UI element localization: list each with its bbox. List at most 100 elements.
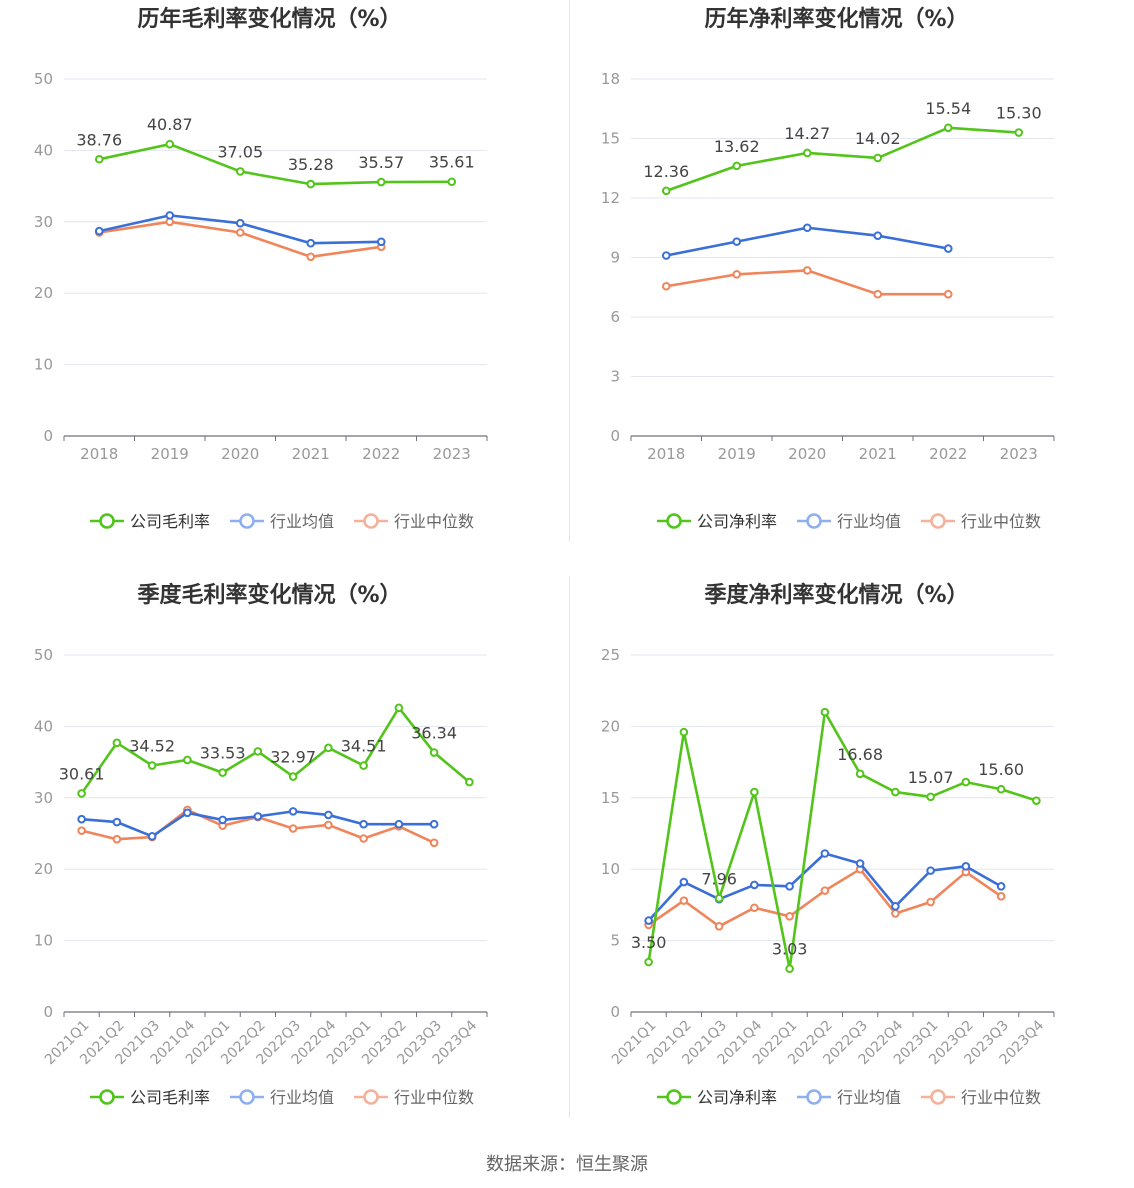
legend-label: 行业中位数 xyxy=(394,1088,474,1107)
legend-label: 行业中位数 xyxy=(961,1088,1041,1107)
y-tick-label: 12 xyxy=(601,189,620,207)
data-point-avg xyxy=(94,226,104,236)
x-tick-label: 2018 xyxy=(647,445,685,463)
data-point-median xyxy=(429,838,439,848)
legend-item-median[interactable]: 行业中位数 xyxy=(921,512,1041,531)
y-tick-label: 6 xyxy=(610,308,620,326)
data-point-company xyxy=(147,761,157,770)
y-tick-label: 10 xyxy=(34,356,53,374)
data-point-avg xyxy=(359,819,368,829)
data-point-avg xyxy=(376,237,386,247)
legend-item-median[interactable]: 行业中位数 xyxy=(921,1088,1041,1107)
y-tick-label: 30 xyxy=(34,213,53,231)
series-line-company xyxy=(80,706,471,795)
chart-title: 历年毛利率变化情况（%） xyxy=(137,6,401,32)
x-tick-label: 2018 xyxy=(80,445,118,463)
data-point-company xyxy=(750,787,759,797)
quarterly-gross-margin-chart: 季度毛利率变化情况（%） 0 10 20 30 40 50 2021Q1 2021Q2 2021Q… xyxy=(0,576,567,1152)
data-point-company xyxy=(732,161,742,171)
x-tick-label: 2021 xyxy=(859,445,897,463)
legend-label: 行业均值 xyxy=(837,512,901,531)
data-point-avg xyxy=(891,902,900,911)
y-tick-label: 18 xyxy=(601,70,620,88)
annual-net-margin-chart: 历年净利率变化情况（%） 0 3 6 9 12 15 18 2018 2019 2020 2021 20… xyxy=(567,0,1134,576)
data-point-median xyxy=(235,228,245,237)
data-point-avg xyxy=(644,916,653,925)
legend-item-avg[interactable]: 行业均值 xyxy=(797,512,901,531)
chart-svg: 历年毛利率变化情况（%） 0 10 20 30 40 50 2018 2019 2020 2021 2… xyxy=(34,6,488,531)
data-label: 3.03 xyxy=(772,940,808,959)
data-point-median xyxy=(996,892,1006,901)
data-point-company xyxy=(394,703,404,713)
data-label: 15.54 xyxy=(925,99,971,118)
data-label: 16.68 xyxy=(837,745,883,764)
data-label: 34.51 xyxy=(341,737,387,756)
data-point-company xyxy=(802,148,812,158)
x-tick-label: 2022 xyxy=(929,445,967,463)
data-point-company xyxy=(891,787,900,797)
data-point-company xyxy=(785,964,794,974)
data-point-company xyxy=(77,789,86,798)
legend-item-company[interactable]: 公司净利率 xyxy=(657,512,777,531)
data-label: 35.28 xyxy=(288,155,334,174)
y-tick-label: 3 xyxy=(610,368,620,386)
data-point-avg xyxy=(943,244,953,253)
legend-item-company[interactable]: 公司毛利率 xyxy=(90,1088,210,1107)
data-point-avg xyxy=(253,812,263,821)
series-line-company xyxy=(98,142,452,186)
legend-item-avg[interactable]: 行业均值 xyxy=(230,1088,334,1107)
data-point-company xyxy=(943,123,953,133)
data-point-company xyxy=(183,755,192,765)
y-tick-label: 40 xyxy=(34,717,53,735)
data-point-avg xyxy=(820,849,830,858)
x-tick-label: 2020 xyxy=(221,445,259,463)
data-point-avg xyxy=(873,231,883,240)
data-point-company xyxy=(288,772,298,781)
chart-title: 季度毛利率变化情况（%） xyxy=(137,582,401,608)
legend-item-avg[interactable]: 行业均值 xyxy=(797,1088,901,1107)
legend-item-median[interactable]: 行业中位数 xyxy=(354,512,474,531)
data-point-median xyxy=(891,909,900,918)
data-point-company xyxy=(447,177,457,187)
annual-gross-margin-chart: 历年毛利率变化情况（%） 0 10 20 30 40 50 2018 2019 2020 2021 2… xyxy=(0,0,567,576)
data-source-label: 数据来源：恒生聚源 xyxy=(486,1154,648,1175)
series-line-company xyxy=(665,126,1019,193)
data-label: 32.97 xyxy=(270,748,316,767)
y-tick-label: 0 xyxy=(610,427,620,445)
data-point-company xyxy=(661,186,671,196)
data-point-avg xyxy=(218,815,227,825)
legend-item-median[interactable]: 行业中位数 xyxy=(354,1088,474,1107)
legend-item-company[interactable]: 公司毛利率 xyxy=(90,512,210,531)
x-tick-label: 2022 xyxy=(362,445,400,463)
data-point-avg xyxy=(324,810,333,820)
data-label: 13.62 xyxy=(714,137,760,156)
y-tick-label: 20 xyxy=(34,284,53,302)
data-point-company xyxy=(996,784,1006,794)
data-point-median xyxy=(112,834,122,844)
data-label: 30.61 xyxy=(59,764,105,783)
data-point-company xyxy=(820,707,830,717)
y-tick-label: 5 xyxy=(610,932,620,950)
data-point-median xyxy=(732,270,742,279)
legend-label: 行业均值 xyxy=(270,1088,334,1107)
x-tick-label: 2023 xyxy=(1000,445,1038,463)
data-point-company xyxy=(465,777,474,787)
chart-title: 季度净利率变化情况（%） xyxy=(704,582,968,608)
data-point-company xyxy=(112,738,122,748)
y-tick-label: 10 xyxy=(601,860,620,878)
legend-item-company[interactable]: 公司净利率 xyxy=(657,1088,777,1107)
data-point-avg xyxy=(112,817,122,827)
y-tick-label: 15 xyxy=(601,130,620,148)
legend-item-avg[interactable]: 行业均值 xyxy=(230,512,334,531)
data-point-company xyxy=(94,154,104,164)
chart-svg: 季度净利率变化情况（%）05101520252021Q12021Q22021Q3… xyxy=(601,582,1055,1107)
divider-bottom xyxy=(569,576,570,1118)
data-point-avg xyxy=(429,819,439,829)
data-point-company xyxy=(714,894,724,903)
data-point-median xyxy=(679,896,689,905)
data-point-median xyxy=(714,922,724,931)
data-label: 37.05 xyxy=(217,142,263,161)
data-point-median xyxy=(77,826,86,835)
data-point-avg xyxy=(732,237,742,246)
legend-label: 公司净利率 xyxy=(697,512,777,531)
